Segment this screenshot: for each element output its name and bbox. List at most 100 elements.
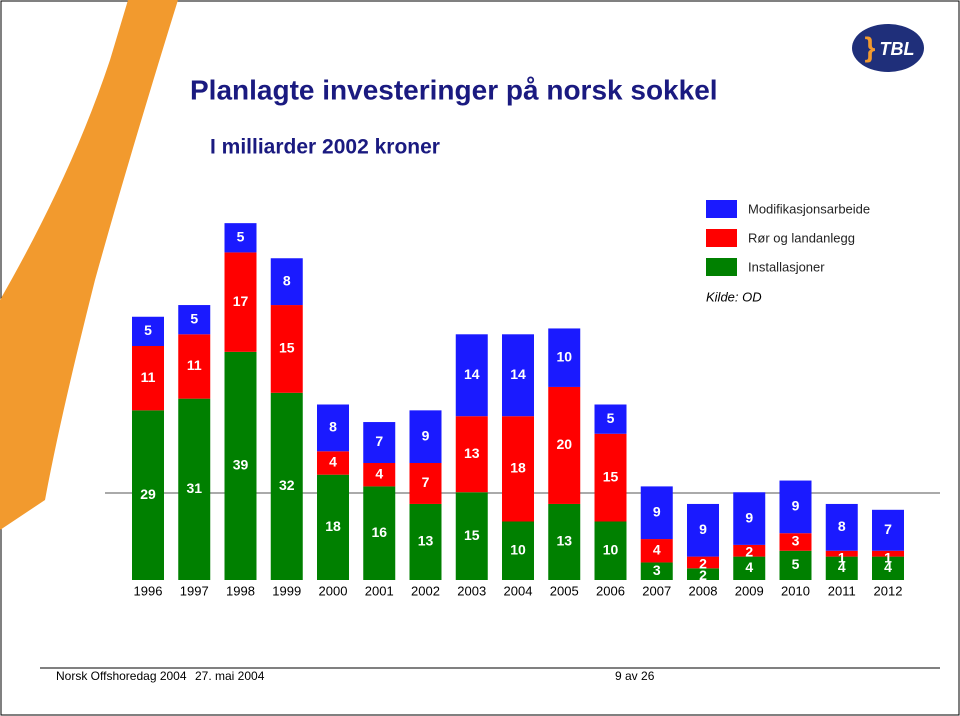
bar-segment <box>502 334 534 417</box>
bar-segment <box>409 410 442 463</box>
x-tick-label: 2001 <box>365 583 394 598</box>
data-label: 10 <box>603 541 619 557</box>
bar-segment <box>363 463 396 487</box>
bar-segment <box>178 305 211 335</box>
bar-segment <box>455 334 488 417</box>
bar-segment <box>317 451 349 475</box>
data-label: 9 <box>653 503 661 519</box>
bar-segment <box>317 404 349 452</box>
x-tick-label: 2010 <box>781 583 810 598</box>
data-label: 3 <box>653 562 661 578</box>
footer-page: 9 av 26 <box>615 669 655 683</box>
footer-event: Norsk Offshoredag 2004 <box>56 669 187 683</box>
data-label: 13 <box>418 533 434 549</box>
x-tick-label: 2002 <box>411 583 440 598</box>
legend-swatch <box>706 200 737 218</box>
x-tick-label: 2006 <box>596 583 625 598</box>
x-tick-label: 1998 <box>226 583 255 598</box>
data-label: 1 <box>884 549 892 565</box>
legend-swatch <box>706 258 737 276</box>
bar-segment <box>270 258 303 306</box>
data-label: 39 <box>233 457 249 473</box>
chart-subtitle: I milliarder 2002 kroner <box>210 136 440 159</box>
bar-segment <box>502 521 534 580</box>
x-tick-label: 2009 <box>735 583 764 598</box>
data-label: 32 <box>279 477 295 493</box>
data-label: 9 <box>745 509 753 525</box>
bar-segment <box>733 492 766 545</box>
data-label: 2 <box>699 567 707 583</box>
bar-segment <box>548 503 581 580</box>
x-tick-label: 2011 <box>828 583 856 598</box>
bar-segment <box>687 503 719 557</box>
data-label: 10 <box>556 348 572 364</box>
bar-segment <box>409 503 442 580</box>
decor-swoosh <box>0 0 178 530</box>
bar-segment <box>363 486 396 580</box>
data-label: 5 <box>607 410 615 426</box>
data-label: 8 <box>329 419 337 435</box>
data-label: 10 <box>510 541 526 557</box>
data-label: 5 <box>792 556 800 572</box>
bar-segment <box>224 252 257 352</box>
x-tick-label: 2007 <box>642 583 671 598</box>
x-tick-label: 1999 <box>272 583 301 598</box>
data-label: 11 <box>187 357 202 373</box>
bar-segment <box>687 568 719 580</box>
legend-label: Rør og landanlegg <box>748 230 855 245</box>
data-label: 9 <box>422 427 430 443</box>
data-label: 15 <box>464 527 480 543</box>
data-label: 5 <box>144 322 152 338</box>
bar-segment <box>548 328 581 387</box>
bar-segment <box>270 392 303 580</box>
logo-text: TBL <box>880 39 915 59</box>
bar-segment <box>178 398 211 580</box>
bar-segment <box>872 556 904 580</box>
bar-segment <box>687 556 719 569</box>
data-label: 16 <box>371 524 387 540</box>
x-tick-label: 2000 <box>319 583 348 598</box>
x-tick-label: 2012 <box>874 583 903 598</box>
data-label: 2 <box>745 544 753 560</box>
logo <box>852 24 924 72</box>
legend-label: Installasjoner <box>748 259 825 274</box>
bar-segment <box>872 550 904 557</box>
data-label: 17 <box>233 293 249 309</box>
bar-segment <box>594 521 627 580</box>
data-label: 4 <box>884 559 892 575</box>
logo-brace: } <box>865 31 876 62</box>
bar-segment <box>594 404 627 434</box>
data-label: 4 <box>375 465 383 481</box>
bar-segment <box>779 480 812 534</box>
bar-segment <box>409 463 442 504</box>
source: Kilde: OD <box>706 289 762 304</box>
bar-segment <box>640 539 673 563</box>
data-label: 4 <box>653 541 661 557</box>
bar-segment <box>455 492 488 580</box>
data-label: 31 <box>186 480 202 496</box>
data-label: 13 <box>464 445 480 461</box>
data-label: 5 <box>190 310 198 326</box>
data-label: 8 <box>283 272 291 288</box>
bar-segment <box>872 509 904 551</box>
data-label: 14 <box>464 366 480 382</box>
x-tick-label: 2003 <box>457 583 486 598</box>
x-tick-label: 1997 <box>180 583 209 598</box>
bar-segment <box>640 562 673 580</box>
data-label: 9 <box>792 498 800 514</box>
data-label: 13 <box>556 533 572 549</box>
data-label: 8 <box>838 518 846 534</box>
bar-segment <box>132 316 164 346</box>
bar-segment <box>640 486 673 540</box>
bar-segment <box>779 550 812 580</box>
data-label: 18 <box>510 460 526 476</box>
data-label: 7 <box>884 521 892 537</box>
bar-segment <box>455 416 488 493</box>
data-label: 29 <box>140 486 156 502</box>
bar-segment <box>178 334 211 399</box>
data-label: 18 <box>325 518 341 534</box>
bar-segment <box>825 550 858 557</box>
bar-segment <box>224 223 257 253</box>
